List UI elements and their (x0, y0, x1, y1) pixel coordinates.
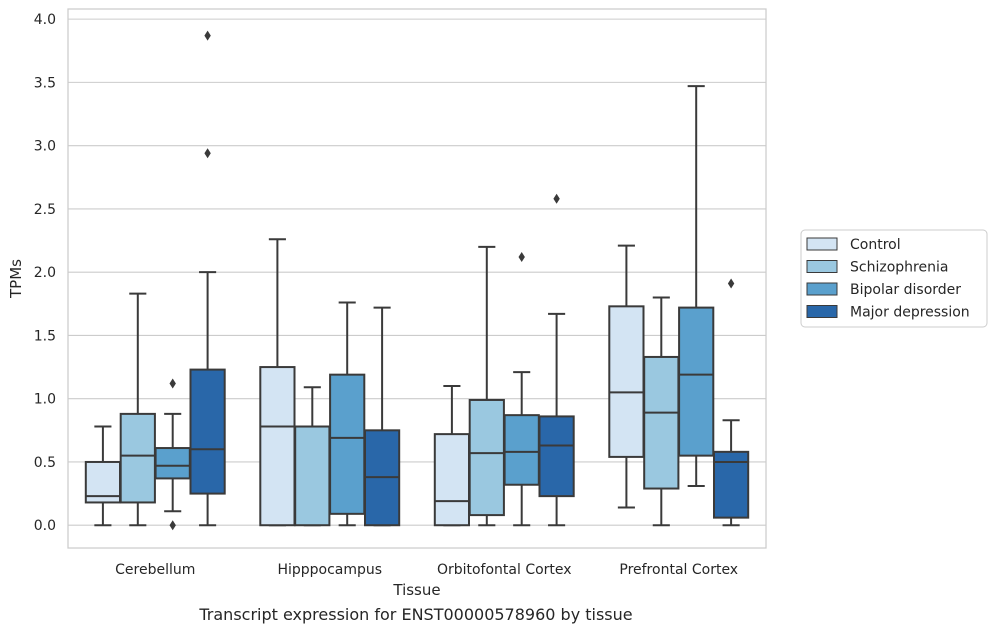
outlier-point (169, 378, 176, 389)
y-tick-label: 1.0 (34, 392, 56, 408)
box-0-3 (189, 30, 226, 527)
box-0-2 (154, 378, 191, 531)
box-3-2 (678, 85, 715, 488)
legend-swatch (806, 237, 838, 251)
y-tick-label: 2.0 (34, 265, 56, 281)
figure-caption: Transcript expression for ENST0000057896… (199, 605, 633, 624)
box-2-3 (538, 193, 575, 527)
box-1-0 (259, 238, 296, 527)
y-tick-label: 3.0 (34, 139, 56, 155)
outlier-point (553, 193, 560, 204)
x-tick-label: Cerebellum (115, 562, 195, 578)
box-2-2 (503, 251, 540, 527)
iqr-box (608, 305, 645, 458)
box-1-1 (294, 386, 331, 527)
legend-frame (800, 229, 988, 328)
iqr-box (538, 415, 575, 498)
box-0-1 (119, 292, 156, 527)
box-2-1 (468, 245, 505, 527)
box-0-0 (84, 425, 122, 527)
x-tick-label: Prefrontal Cortex (619, 562, 738, 578)
iqr-box (189, 368, 226, 495)
y-axis-label: TPMs (7, 259, 25, 299)
x-tick-label: Orbitofontal Cortex (437, 562, 572, 578)
y-tick-label: 2.5 (34, 202, 56, 218)
y-tick-label: 0.5 (34, 455, 56, 471)
legend-swatch (806, 305, 838, 318)
x-axis-label: Tissue (392, 581, 440, 599)
legend-swatch (806, 282, 838, 296)
outlier-point (169, 520, 176, 531)
legend-label: Control (850, 237, 901, 253)
box-3-0 (608, 244, 645, 509)
x-tick-label: Hipppocampus (277, 562, 382, 578)
box-3-3 (712, 278, 750, 527)
box-2-0 (433, 385, 471, 527)
box-3-1 (643, 296, 680, 527)
box-1-2 (329, 301, 366, 527)
iqr-box (678, 306, 715, 457)
iqr-box (468, 398, 505, 517)
iqr-box (433, 433, 471, 527)
outlier-point (518, 251, 525, 262)
x-tick-labels: Cerebellum Hipppocampus Orbitofontal Corte… (115, 562, 738, 578)
y-tick-label: 1.5 (34, 328, 56, 344)
iqr-box (294, 425, 331, 527)
iqr-box (154, 447, 191, 480)
iqr-box (259, 366, 296, 527)
iqr-box (643, 355, 680, 490)
legend-swatch (806, 260, 838, 273)
y-tick-label: 0.0 (34, 518, 56, 534)
outlier-point (204, 30, 211, 41)
iqr-box (119, 412, 156, 504)
outlier-point (727, 278, 735, 289)
legend-label: Major depression (850, 305, 970, 321)
legend: Control Schizophrenia Bipolar disorder Majo… (800, 229, 988, 328)
outlier-point (204, 148, 211, 159)
y-tick-labels: 0.0 0.5 1.0 1.5 2.0 2.5 3.0 3.5 4.0 (34, 12, 56, 534)
iqr-box (329, 373, 366, 515)
box-plot-series (84, 30, 750, 531)
y-tick-label: 4.0 (34, 12, 56, 28)
legend-label: Schizophrenia (850, 260, 948, 276)
legend-label: Bipolar disorder (850, 282, 961, 298)
box-1-3 (363, 306, 401, 527)
plot-frame (67, 8, 767, 549)
iqr-box (503, 414, 540, 486)
y-tick-label: 3.5 (34, 75, 56, 91)
